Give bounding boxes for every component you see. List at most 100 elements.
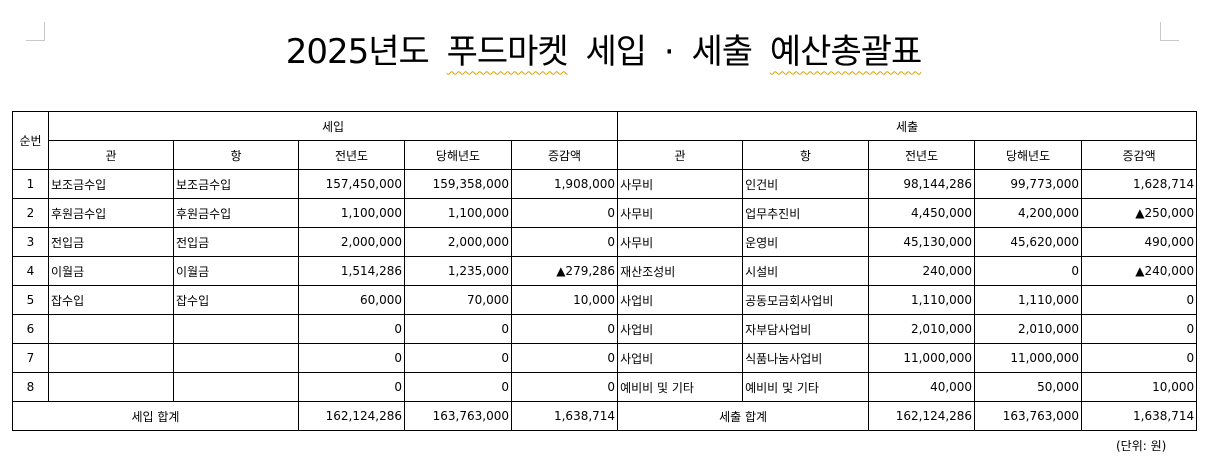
cell-income-gwan: 전입금 bbox=[48, 227, 174, 257]
expense-total-label: 세출 합계 bbox=[617, 401, 870, 431]
header-income-hang: 항 bbox=[173, 140, 299, 170]
title-middle: 세입 · 세출 bbox=[585, 31, 754, 72]
cell-no: 8 bbox=[12, 372, 49, 402]
cell-no: 4 bbox=[12, 256, 49, 286]
cell-income-gwan bbox=[48, 343, 174, 373]
cell-income-gwan: 후원금수입 bbox=[48, 198, 174, 228]
header-income-prev: 전년도 bbox=[298, 140, 405, 170]
header-row-group: 순번 세입 세출 bbox=[12, 111, 1198, 170]
cell-expense-diff: ▲240,000 bbox=[1081, 256, 1198, 286]
cell-expense-curr: 2,010,000 bbox=[974, 314, 1083, 344]
header-expense-hang: 항 bbox=[742, 140, 870, 170]
header-income: 세입 bbox=[47, 111, 619, 141]
cell-expense-hang: 자부담사업비 bbox=[742, 314, 870, 344]
expense-total-prev: 162,124,286 bbox=[868, 401, 976, 431]
cell-income-prev: 157,450,000 bbox=[298, 169, 405, 199]
header-income-diff: 증감액 bbox=[510, 140, 619, 170]
cell-expense-curr: 45,620,000 bbox=[974, 227, 1083, 257]
cell-expense-curr: 4,200,000 bbox=[974, 198, 1083, 228]
cell-expense-diff: 1,628,714 bbox=[1081, 169, 1198, 199]
table-row: 8 0 0 0 예비비 및 기타 예비비 및 기타 40,000 50,000 … bbox=[12, 372, 1198, 402]
cell-income-prev: 60,000 bbox=[298, 285, 405, 315]
cell-expense-gwan: 사무비 bbox=[617, 169, 744, 199]
cell-expense-hang: 운영비 bbox=[742, 227, 870, 257]
cell-expense-hang: 업무추진비 bbox=[742, 198, 870, 228]
cell-expense-prev: 40,000 bbox=[868, 372, 976, 402]
header-expense: 세출 bbox=[617, 111, 1198, 141]
cell-expense-curr: 50,000 bbox=[974, 372, 1083, 402]
cell-expense-prev: 240,000 bbox=[868, 256, 976, 286]
cell-no: 3 bbox=[12, 227, 49, 257]
cell-income-gwan: 잡수입 bbox=[48, 285, 174, 315]
table-row: 1 보조금수입 보조금수입 157,450,000 159,358,000 1,… bbox=[12, 169, 1198, 199]
unit-note: (단위: 원) bbox=[1116, 439, 1167, 453]
cell-expense-hang: 공동모금회사업비 bbox=[742, 285, 870, 315]
cell-income-hang bbox=[173, 314, 299, 344]
cell-income-curr: 1,100,000 bbox=[404, 198, 512, 228]
title-suffix: 예산총괄표 bbox=[769, 31, 922, 72]
cell-income-diff: 0 bbox=[510, 372, 619, 402]
cell-expense-gwan: 사업비 bbox=[617, 343, 744, 373]
cell-expense-hang: 인건비 bbox=[742, 169, 870, 199]
cell-no: 2 bbox=[12, 198, 49, 228]
header-income-gwan: 관 bbox=[48, 140, 174, 170]
cell-expense-hang: 시설비 bbox=[742, 256, 870, 286]
cell-income-curr: 0 bbox=[404, 372, 512, 402]
cell-income-curr: 70,000 bbox=[404, 285, 512, 315]
cell-no: 5 bbox=[12, 285, 49, 315]
cell-income-gwan bbox=[48, 372, 174, 402]
cell-expense-curr: 99,773,000 bbox=[974, 169, 1083, 199]
cell-expense-prev: 98,144,286 bbox=[868, 169, 976, 199]
cell-income-curr: 159,358,000 bbox=[404, 169, 512, 199]
income-total-curr: 163,763,000 bbox=[404, 401, 512, 431]
cell-expense-gwan: 재산조성비 bbox=[617, 256, 744, 286]
table-row: 2 후원금수입 후원금수입 1,100,000 1,100,000 0 사무비 … bbox=[12, 198, 1198, 228]
cell-income-prev: 2,000,000 bbox=[298, 227, 405, 257]
table-row: 7 0 0 0 사업비 식품나눔사업비 11,000,000 11,000,00… bbox=[12, 343, 1198, 373]
income-total-prev: 162,124,286 bbox=[298, 401, 405, 431]
cell-expense-curr: 0 bbox=[974, 256, 1083, 286]
cell-no: 6 bbox=[12, 314, 49, 344]
income-total-label: 세입 합계 bbox=[12, 401, 299, 431]
total-row: 세입 합계 162,124,286 163,763,000 1,638,714 … bbox=[12, 401, 1198, 431]
cell-income-prev: 0 bbox=[298, 314, 405, 344]
income-total-diff: 1,638,714 bbox=[510, 401, 619, 431]
expense-total-diff: 1,638,714 bbox=[1081, 401, 1198, 431]
cell-expense-prev: 11,000,000 bbox=[868, 343, 976, 373]
table-row: 4 이월금 이월금 1,514,286 1,235,000 ▲279,286 재… bbox=[12, 256, 1198, 286]
cell-income-hang bbox=[173, 372, 299, 402]
cell-income-curr: 0 bbox=[404, 314, 512, 344]
cell-expense-prev: 2,010,000 bbox=[868, 314, 976, 344]
cell-expense-prev: 1,110,000 bbox=[868, 285, 976, 315]
cell-income-prev: 0 bbox=[298, 372, 405, 402]
budget-table: 순번 세입 세출 관 항 전년도 당해년도 증감액 관 항 전년도 당해년도 증… bbox=[12, 111, 1198, 431]
cell-income-diff: 0 bbox=[510, 314, 619, 344]
cell-income-hang bbox=[173, 343, 299, 373]
cell-income-diff: 1,908,000 bbox=[510, 169, 619, 199]
cell-expense-gwan: 예비비 및 기타 bbox=[617, 372, 744, 402]
cell-no: 7 bbox=[12, 343, 49, 373]
header-expense-gwan: 관 bbox=[617, 140, 744, 170]
cell-income-diff: 0 bbox=[510, 343, 619, 373]
cell-income-hang: 후원금수입 bbox=[173, 198, 299, 228]
cell-income-diff: 0 bbox=[510, 227, 619, 257]
cell-expense-diff: 10,000 bbox=[1081, 372, 1198, 402]
title-name: 푸드마켓 bbox=[446, 31, 569, 72]
table-row: 6 0 0 0 사업비 자부담사업비 2,010,000 2,010,000 0 bbox=[12, 314, 1198, 344]
cell-income-gwan bbox=[48, 314, 174, 344]
header-no: 순번 bbox=[12, 111, 49, 170]
cell-income-gwan: 이월금 bbox=[48, 256, 174, 286]
cell-income-curr: 2,000,000 bbox=[404, 227, 512, 257]
cell-income-curr: 1,235,000 bbox=[404, 256, 512, 286]
header-expense-prev: 전년도 bbox=[868, 140, 976, 170]
header-income-curr: 당해년도 bbox=[404, 140, 512, 170]
cell-income-curr: 0 bbox=[404, 343, 512, 373]
page-corner-mark-right bbox=[1160, 22, 1179, 41]
header-expense-curr: 당해년도 bbox=[974, 140, 1083, 170]
cell-income-prev: 1,100,000 bbox=[298, 198, 405, 228]
cell-income-prev: 0 bbox=[298, 343, 405, 373]
cell-expense-gwan: 사무비 bbox=[617, 227, 744, 257]
cell-income-diff: 10,000 bbox=[510, 285, 619, 315]
header-expense-diff: 증감액 bbox=[1081, 140, 1198, 170]
cell-income-hang: 전입금 bbox=[173, 227, 299, 257]
